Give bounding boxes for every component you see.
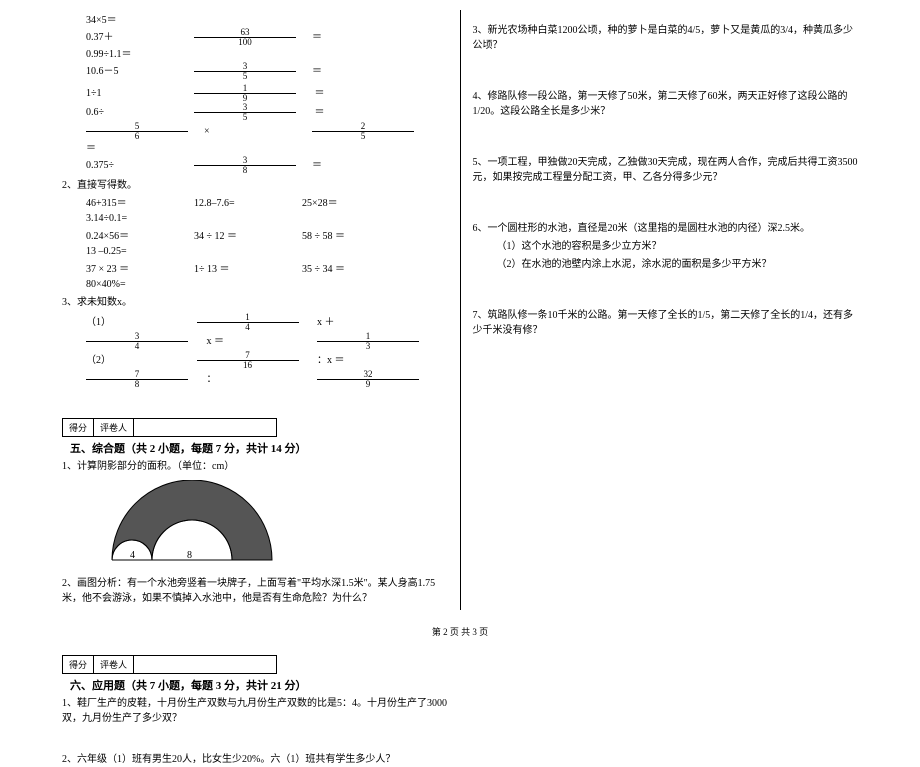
eq: 0.37＋ [86,30,186,45]
frac: 19 [194,84,304,103]
rq6: 6、一个圆柱形的水池，直径是20米（这里指的是圆柱水池的内径）深2.5米。 [473,221,859,236]
eq: 0.24×56＝ [86,229,186,244]
q5-1: 1、计算阴影部分的面积。（单位：cm） [62,459,448,474]
q3-1: （1） [86,315,186,330]
frac: 14 [197,313,307,332]
fig-label-4: 4 [130,550,135,561]
rq6b: （2）在水池的池壁内涂上水泥，涂水泥的面积是多少平方米？ [497,257,859,272]
eq: 37 × 23 ＝ [86,262,186,277]
q5-2: 2、画图分析：有一个水池旁竖着一块牌子，上面写着"平均水深1.5米"。某人身高1… [62,576,448,606]
section-5-title: 五、综合题（共 2 小题，每题 7 分，共计 14 分） [70,440,307,456]
frac: 25 [312,122,422,141]
frac: 329 [317,370,427,389]
frac: 13 [317,332,427,351]
eq: 1÷1 [86,86,186,101]
eq: 1÷ 13 ＝ [194,262,294,277]
rq6a: （1）这个水池的容积是多少立方米？ [497,239,859,254]
eq: 35 ÷ 34 ＝ [302,262,402,277]
frac: 38 [194,156,304,175]
score-box: 得分评卷人 [62,655,277,674]
q6-1: 1、鞋厂生产的皮鞋，十月份生产双数与九月份生产双数的比是5：4。十月份生产了30… [62,696,448,726]
rq7: 7、筑路队修一条10千米的公路。第一天修了全长的1/5，第二天修了全长的1/4，… [473,308,859,338]
frac: 34 [86,332,196,351]
q3-2: （2） [86,353,186,368]
frac: 35 [194,62,304,81]
frac: 716 [197,351,307,370]
eq: 0.99÷1.1＝ [86,47,186,62]
eq: 58 ÷ 58 ＝ [302,229,402,244]
eq: 0.6÷ [86,105,186,120]
frac: 78 [86,370,196,389]
eq: 25×28＝ [302,196,402,211]
eq: 10.6－5 [86,64,186,79]
fig-label-8: 8 [187,550,192,561]
q2: 2、直接写得数。 [62,178,448,193]
eq: 13 –0.25= [86,244,186,259]
frac: 56 [86,122,196,141]
q3: 3、求未知数x。 [62,295,448,310]
eq: 0.375÷ [86,158,186,173]
frac: 35 [194,103,304,122]
q6-2: 2、六年级（1）班有男生20人，比女生少20%。六（1）班共有学生多少人？ [62,752,448,767]
frac: 63100 [194,28,304,47]
eq: 34×5＝ [86,13,186,28]
eq: × [204,124,304,139]
eq: 80×40%= [86,277,186,292]
eq: 46+315＝ [86,196,186,211]
eq: 12.8–7.6= [194,196,294,211]
eq: 3.14÷0.1= [86,211,186,226]
shaded-figure: 4 8 [102,480,448,570]
eq: 34 ÷ 12 ＝ [194,229,294,244]
rq3: 3、新光农场种白菜1200公顷，种的萝卜是白菜的4/5，萝卜又是黄瓜的3/4，种… [473,23,859,53]
rq4: 4、修路队修一段公路，第一天修了50米，第二天修了60米，两天正好修了这段公路的… [473,89,859,119]
rq5: 5、一项工程，甲独做20天完成，乙独做30天完成，现在两人合作，完成后共得工资3… [473,155,859,185]
score-box: 得分评卷人 [62,418,277,437]
section-6-title: 六、应用题（共 7 小题，每题 3 分，共计 21 分） [70,677,307,693]
